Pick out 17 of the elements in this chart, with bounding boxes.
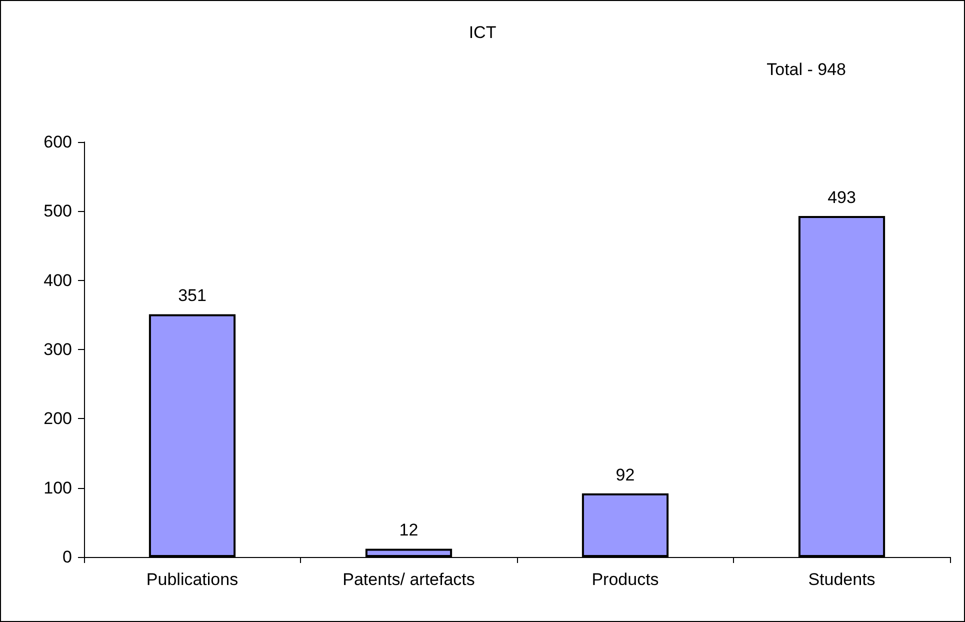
data-label: 351 (178, 286, 206, 306)
x-tick-label: Students (808, 570, 876, 589)
y-tick-label: 0 (62, 548, 72, 566)
x-tick-label: Publications (146, 570, 238, 589)
chart-title: ICT (468, 23, 496, 42)
data-label: 12 (399, 520, 418, 540)
y-tick-label: 300 (44, 340, 72, 359)
text: Total - 948 (766, 60, 846, 79)
x-tick-label: Products (592, 570, 659, 589)
y-tick-label: 600 (44, 132, 72, 152)
y-tick-label: 200 (44, 409, 72, 428)
y-tick-label: 500 (44, 202, 72, 221)
data-label: 493 (828, 188, 856, 208)
y-tick-label: 400 (44, 270, 72, 290)
data-label: 92 (616, 465, 635, 484)
x-tick-label: Patents/ artefacts (342, 570, 475, 589)
y-tick-label: 100 (44, 478, 72, 498)
